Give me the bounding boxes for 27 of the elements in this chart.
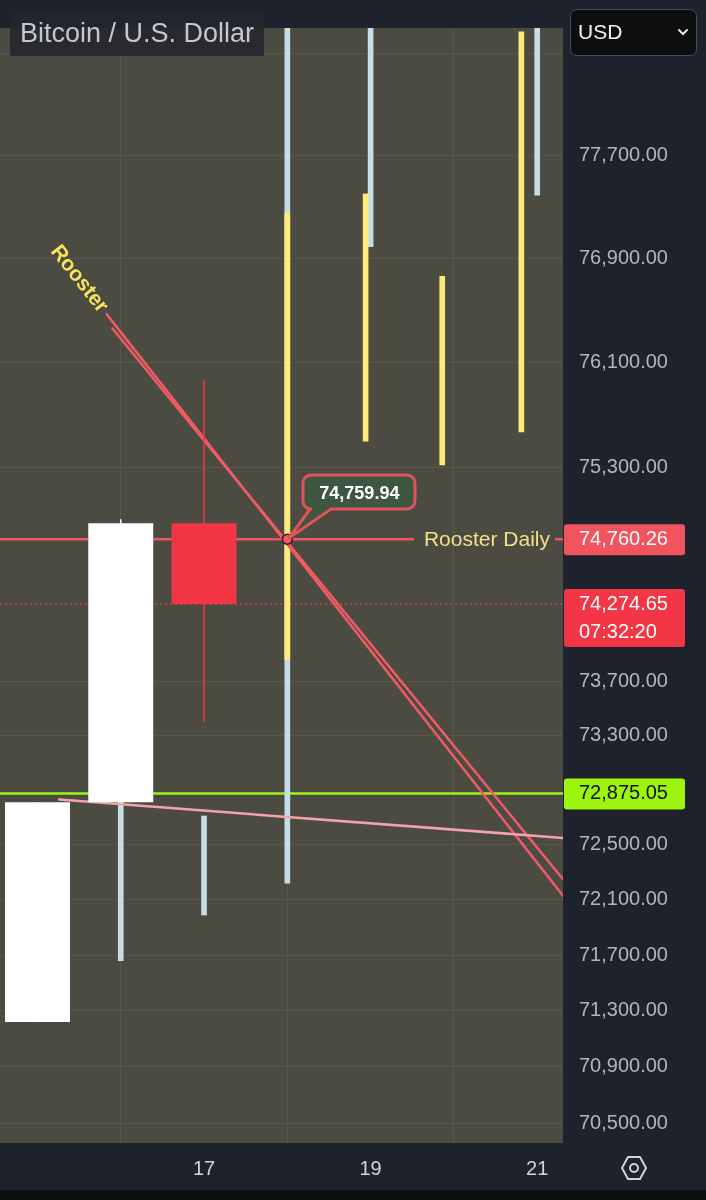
y-tick-label: 75,300.00 [579,455,668,478]
bar [201,815,207,916]
y-tick-label: 76,100.00 [579,349,668,372]
bar [439,276,446,466]
y-tick-label: 77,700.00 [579,142,668,165]
x-tick-label: 21 [526,1156,549,1179]
ref-line-label: Rooster Daily [423,526,551,550]
y-tick-label: 76,900.00 [579,245,668,268]
y-tick-label: 74,760.26 [579,526,668,549]
bar [117,801,124,962]
chart-title: Bitcoin / U.S. Dollar [10,10,265,56]
y-tick-label: 72,500.00 [579,832,668,855]
y-tick-label: 73,300.00 [579,723,668,746]
y-tick-label: 70,500.00 [579,1110,668,1133]
annotation: 74,759.94 [319,482,400,505]
y-tick-label: 71,700.00 [579,942,668,965]
text: USD [578,20,623,44]
y-tick-label: 72,875.05 [579,780,668,803]
text: 07:32:20 [579,619,657,642]
y-tick-label: 70,900.00 [579,1054,668,1077]
bar [534,28,541,196]
x-tick-label: 19 [359,1156,382,1179]
y-tick-label: 71,300.00 [579,998,668,1021]
y-tick-label: 72,100.00 [579,887,668,910]
y-tick-label: 74,274.65 [579,591,668,614]
x-tick-label: 17 [192,1156,216,1179]
y-tick-label: 73,700.00 [579,668,668,691]
